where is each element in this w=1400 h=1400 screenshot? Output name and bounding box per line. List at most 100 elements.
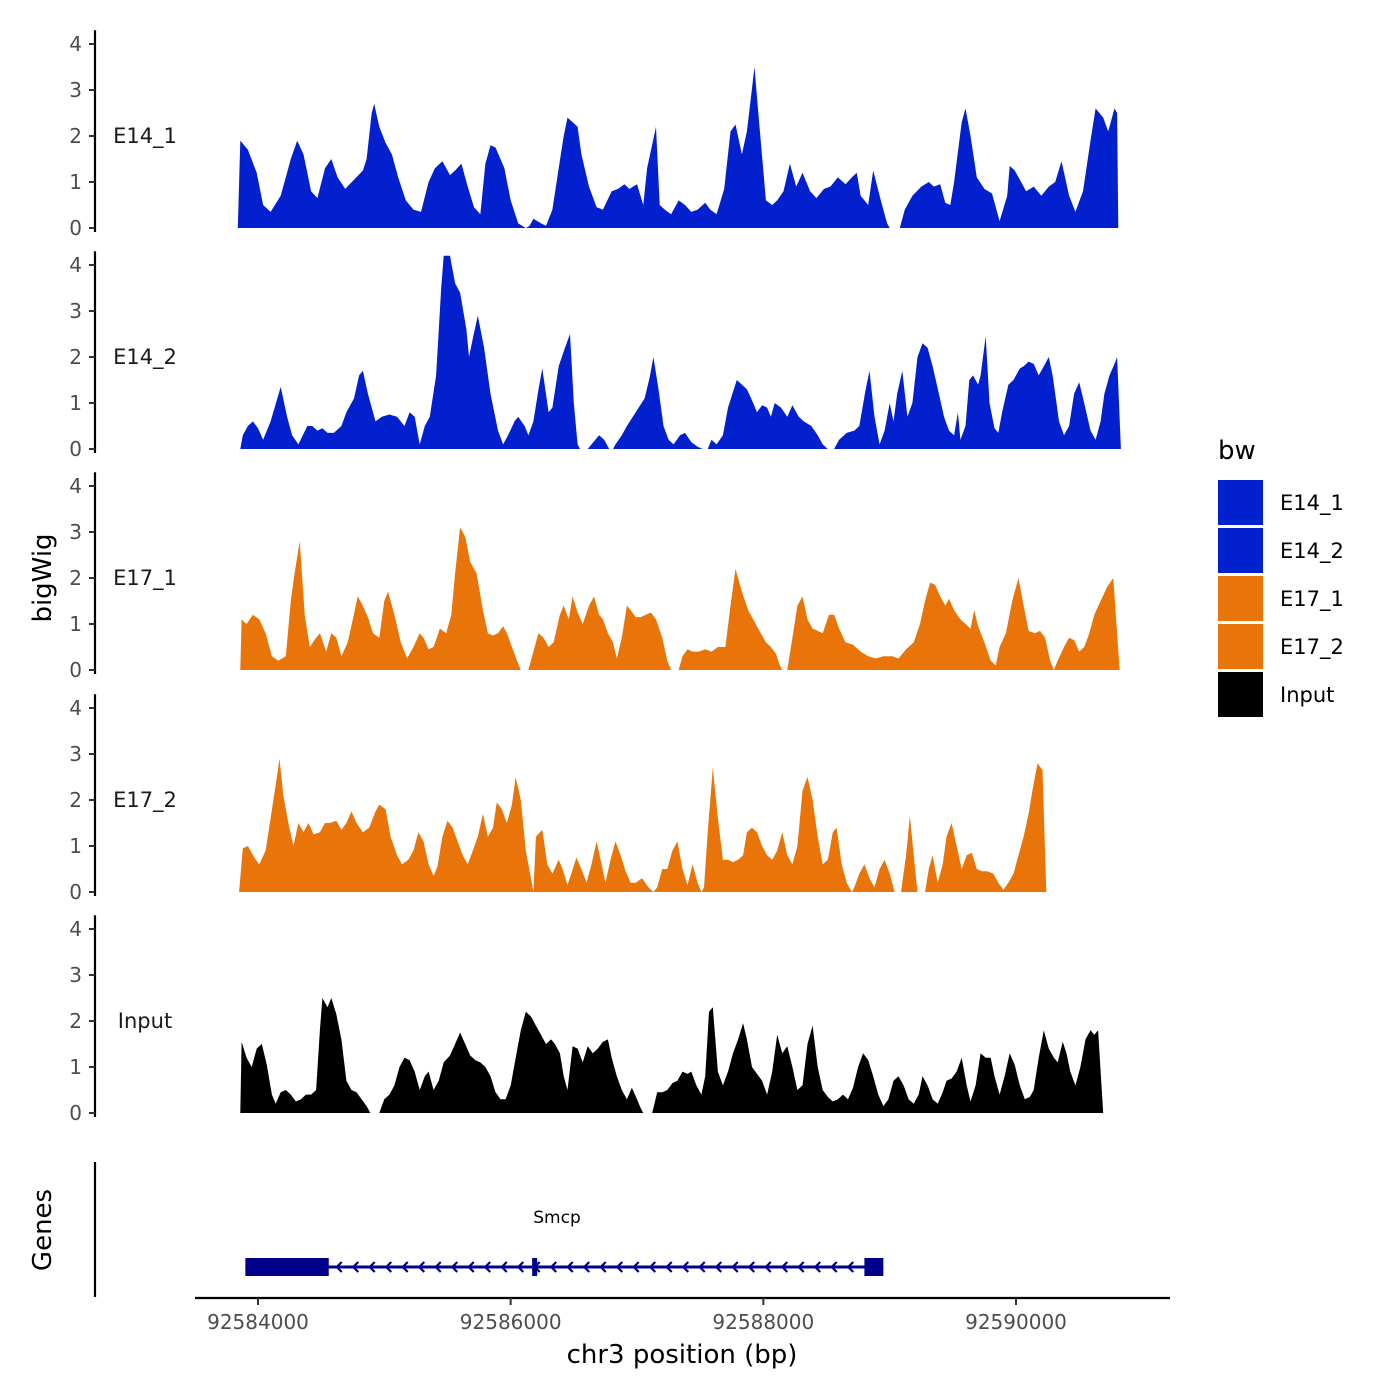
legend-item-e14-1: E14_1 <box>1218 480 1344 525</box>
y-tick-label: 0 <box>69 437 82 461</box>
gene-exon <box>532 1258 538 1276</box>
strand-arrow <box>747 1261 756 1273</box>
legend-label: E17_2 <box>1280 635 1344 660</box>
y-tick-label: 1 <box>69 391 82 415</box>
strand-arrow <box>483 1261 492 1273</box>
legend-swatch <box>1218 528 1263 573</box>
strand-arrow <box>434 1261 442 1273</box>
y-tick-label: 2 <box>69 566 82 590</box>
y-tick-label: 3 <box>69 299 82 323</box>
y-tick-label: 2 <box>69 345 82 369</box>
x-axis-title: chr3 position (bp) <box>567 1340 798 1370</box>
legend-item-e17-1: E17_1 <box>1218 576 1344 621</box>
track-label: E14_1 <box>113 124 177 149</box>
y-tick-label: 1 <box>69 612 82 636</box>
x-tick-label: 92588000 <box>712 1310 814 1334</box>
y-tick-label: 2 <box>69 1009 82 1033</box>
legend-item-input: Input <box>1218 672 1334 717</box>
y-tick-label: 4 <box>69 253 82 277</box>
y-tick-label: 3 <box>69 963 82 987</box>
y-tick-label: 0 <box>69 1101 82 1125</box>
strand-arrow <box>648 1261 657 1273</box>
x-tick-label: 92584000 <box>207 1310 309 1334</box>
legend: E14_1 E14_2 E17_1 E17_2 Input <box>1218 480 1344 717</box>
legend-label: E14_2 <box>1280 539 1344 564</box>
area-series-input <box>240 998 1104 1113</box>
strand-arrow <box>780 1261 789 1273</box>
strand-arrow <box>401 1261 409 1273</box>
legend-swatch <box>1218 672 1263 717</box>
legend-swatch <box>1218 624 1263 669</box>
track-label: E17_2 <box>113 788 177 813</box>
y-tick-label: 0 <box>69 216 82 240</box>
strand-arrow <box>599 1261 607 1273</box>
x-tick-label: 92590000 <box>965 1310 1067 1334</box>
legend-label: E14_1 <box>1280 491 1344 516</box>
gene-exon <box>864 1258 884 1276</box>
track-label: Input <box>118 1009 172 1033</box>
coverage-tracks: 0 1 2 3 4 E14_1 0 1 2 3 4 E14_2 0 1 2 3 4 E17_1 0 1 2 3 4 E17_2… <box>69 30 1121 1125</box>
y-tick-label: 3 <box>69 742 82 766</box>
strand-arrow <box>549 1261 558 1273</box>
y-tick-label: 1 <box>69 170 82 194</box>
track-e17-2: 0 1 2 3 4 E17_2 <box>69 694 1047 904</box>
strand-arrow <box>615 1261 624 1273</box>
strand-arrow <box>764 1261 772 1273</box>
y-tick-label: 3 <box>69 520 82 544</box>
y-tick-label: 0 <box>69 658 82 682</box>
strand-arrow <box>813 1261 822 1273</box>
legend-item-e17-2: E17_2 <box>1218 624 1344 669</box>
track-e14-1: 0 1 2 3 4 E14_1 <box>69 30 1119 240</box>
area-series-e17-1 <box>240 527 1120 670</box>
strand-arrow <box>830 1261 838 1273</box>
y-tick-label: 4 <box>69 917 82 941</box>
x-axis: 92584000 92586000 92588000 92590000 <box>195 1296 1170 1334</box>
y-tick-label: 4 <box>69 474 82 498</box>
legend-label: Input <box>1280 683 1334 707</box>
y-axis-title: bigWig <box>28 533 58 622</box>
legend-label: E17_1 <box>1280 587 1344 612</box>
y-tick-label: 3 <box>69 78 82 102</box>
strand-arrow <box>731 1261 739 1273</box>
strand-arrow <box>384 1261 393 1273</box>
track-input: 0 1 2 3 4 Input <box>69 915 1104 1125</box>
area-series-e17-2 <box>239 758 1047 892</box>
gene-panel: Smcp <box>93 1162 884 1297</box>
track-e17-1: 0 1 2 3 4 E17_1 <box>69 472 1120 682</box>
legend-swatch <box>1218 480 1263 525</box>
strand-arrow <box>582 1261 591 1273</box>
strand-arrow <box>450 1261 459 1273</box>
strand-arrow <box>351 1261 360 1273</box>
area-series-e14-1 <box>237 67 1119 228</box>
y-tick-label: 1 <box>69 834 82 858</box>
legend-swatch <box>1218 576 1263 621</box>
x-tick-label: 92586000 <box>460 1310 562 1334</box>
y-tick-label: 0 <box>69 880 82 904</box>
y-tick-label: 1 <box>69 1055 82 1079</box>
strand-arrow <box>500 1261 508 1273</box>
y-tick-label: 2 <box>69 124 82 148</box>
strand-arrow <box>681 1261 690 1273</box>
gene-name-label: Smcp <box>533 1208 581 1228</box>
strand-arrow <box>417 1261 426 1273</box>
gene-exon <box>245 1258 329 1276</box>
track-label: E14_2 <box>113 345 177 370</box>
track-label: E17_1 <box>113 566 177 591</box>
track-e14-2: 0 1 2 3 4 E14_2 <box>69 251 1121 461</box>
strand-arrow <box>698 1261 706 1273</box>
area-series-e14-2 <box>240 255 1121 449</box>
legend-item-e14-2: E14_2 <box>1218 528 1344 573</box>
strand-arrow <box>665 1261 673 1273</box>
strand-arrow <box>714 1261 723 1273</box>
strand-arrow <box>797 1261 805 1273</box>
strand-arrow <box>566 1261 574 1273</box>
strand-arrow <box>516 1261 525 1273</box>
strand-arrow <box>467 1261 475 1273</box>
strand-arrow <box>632 1261 640 1273</box>
y-tick-label: 4 <box>69 696 82 720</box>
strand-arrow <box>846 1261 855 1273</box>
y-tick-label: 2 <box>69 788 82 812</box>
strand-arrow <box>335 1261 343 1273</box>
strand-arrow <box>368 1261 376 1273</box>
y-tick-label: 4 <box>69 32 82 56</box>
